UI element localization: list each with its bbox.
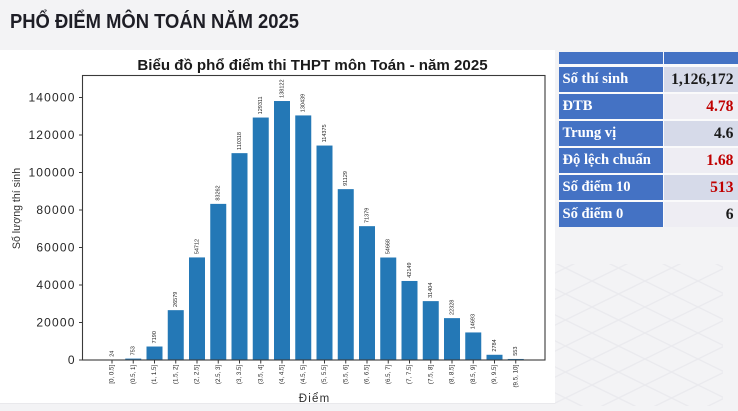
- svg-text:42149: 42149: [407, 262, 413, 277]
- svg-text:110318: 110318: [237, 132, 243, 150]
- svg-text:7190: 7190: [152, 331, 158, 343]
- svg-text:753: 753: [131, 346, 137, 355]
- svg-text:(1, 1.5]: (1, 1.5]: [151, 365, 158, 385]
- svg-text:(8, 8.5]: (8, 8.5]: [449, 365, 456, 385]
- svg-text:0: 0: [68, 353, 76, 367]
- svg-text:24: 24: [109, 351, 115, 357]
- svg-text:71379: 71379: [364, 208, 370, 223]
- svg-text:(2.5, 3]: (2.5, 3]: [215, 365, 222, 385]
- svg-text:(6, 6.5]: (6, 6.5]: [364, 365, 371, 385]
- svg-text:54712: 54712: [194, 239, 200, 254]
- svg-text:Biểu đồ phổ điểm thi THPT môn: Biểu đồ phổ điểm thi THPT môn Toán - năm…: [137, 57, 487, 74]
- svg-text:(9.5, 10]: (9.5, 10]: [512, 365, 519, 388]
- svg-text:(9, 9.5]: (9, 9.5]: [491, 365, 498, 385]
- svg-text:2784: 2784: [492, 339, 498, 351]
- svg-text:114375: 114375: [322, 124, 328, 142]
- svg-text:130439: 130439: [301, 94, 307, 112]
- svg-text:120000: 120000: [28, 128, 75, 142]
- svg-text:Điểm: Điểm: [299, 393, 331, 404]
- svg-text:60000: 60000: [36, 241, 75, 255]
- svg-text:(8.5, 9]: (8.5, 9]: [470, 365, 477, 385]
- svg-text:(7, 7.5]: (7, 7.5]: [406, 365, 413, 385]
- svg-text:(4.5, 5]: (4.5, 5]: [300, 365, 307, 385]
- svg-text:129311: 129311: [258, 96, 264, 114]
- svg-text:(5, 5.5]: (5, 5.5]: [321, 365, 328, 385]
- svg-text:140000: 140000: [28, 91, 75, 105]
- svg-text:(2, 2.5]: (2, 2.5]: [194, 365, 201, 385]
- svg-text:54668: 54668: [386, 239, 392, 254]
- svg-text:100000: 100000: [28, 166, 75, 180]
- svg-text:Số lượng thí sinh: Số lượng thí sinh: [11, 168, 23, 249]
- svg-text:(5.5, 6]: (5.5, 6]: [342, 365, 349, 385]
- svg-text:26579: 26579: [173, 292, 179, 307]
- svg-text:553: 553: [513, 347, 519, 356]
- svg-text:(3.5, 4]: (3.5, 4]: [257, 365, 264, 385]
- svg-text:(3, 3.5]: (3, 3.5]: [236, 365, 243, 385]
- svg-text:91129: 91129: [343, 171, 349, 186]
- svg-text:138122: 138122: [279, 79, 285, 97]
- svg-text:(4, 4.5]: (4, 4.5]: [279, 365, 286, 385]
- svg-text:40000: 40000: [36, 278, 75, 292]
- svg-text:14693: 14693: [471, 314, 477, 329]
- svg-text:(1.5, 2]: (1.5, 2]: [172, 365, 179, 385]
- svg-text:[0, 0.5]: [0, 0.5]: [109, 365, 116, 384]
- svg-text:(7.5, 8]: (7.5, 8]: [427, 365, 434, 385]
- svg-text:80000: 80000: [36, 203, 75, 217]
- svg-text:22328: 22328: [449, 300, 455, 315]
- svg-text:31404: 31404: [428, 283, 434, 298]
- svg-text:(0.5, 1]: (0.5, 1]: [130, 365, 137, 385]
- svg-text:20000: 20000: [36, 316, 75, 330]
- svg-text:83262: 83262: [216, 185, 222, 200]
- svg-text:(6.5, 7]: (6.5, 7]: [385, 365, 392, 385]
